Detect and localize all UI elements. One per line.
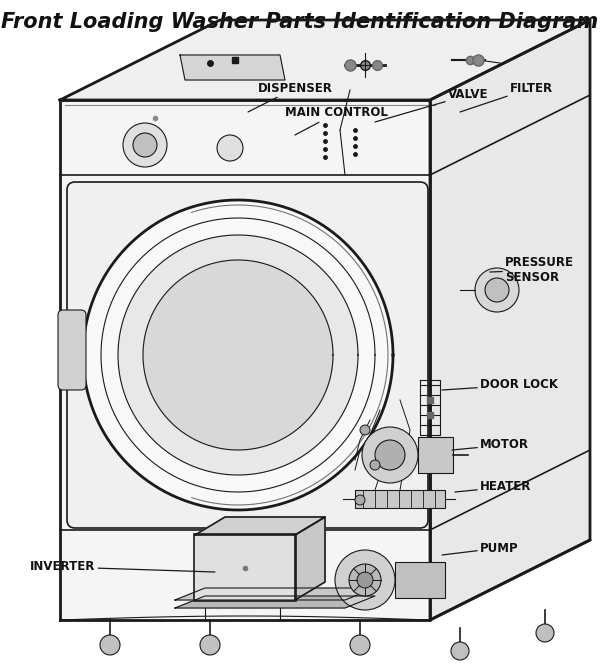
Circle shape (362, 427, 418, 483)
Text: MAIN CONTROL: MAIN CONTROL (285, 107, 388, 135)
Circle shape (375, 440, 405, 470)
Circle shape (133, 133, 157, 157)
Text: PUMP: PUMP (442, 542, 518, 555)
Circle shape (123, 123, 167, 167)
Circle shape (485, 278, 509, 302)
Polygon shape (118, 235, 358, 475)
Circle shape (335, 550, 395, 610)
FancyBboxPatch shape (194, 534, 296, 601)
Circle shape (350, 635, 370, 655)
FancyBboxPatch shape (58, 310, 86, 390)
Bar (355, 490, 445, 508)
Polygon shape (175, 588, 375, 600)
Text: HEATER: HEATER (455, 480, 532, 494)
FancyBboxPatch shape (67, 182, 428, 528)
Text: PRESSURE
SENSOR: PRESSURE SENSOR (490, 256, 574, 284)
Text: VALVE: VALVE (375, 89, 488, 122)
Polygon shape (60, 100, 430, 620)
Circle shape (475, 268, 519, 312)
Circle shape (200, 635, 220, 655)
Circle shape (357, 572, 373, 588)
Circle shape (349, 564, 381, 596)
Polygon shape (180, 55, 285, 80)
Circle shape (360, 425, 370, 435)
Polygon shape (295, 517, 325, 600)
Circle shape (370, 460, 380, 470)
Bar (395, 562, 445, 598)
Text: FILTER: FILTER (460, 81, 553, 112)
Text: MOTOR: MOTOR (452, 438, 529, 452)
Text: DOOR LOCK: DOOR LOCK (442, 378, 558, 392)
Text: DISPENSER: DISPENSER (248, 81, 333, 112)
Bar (418, 437, 453, 473)
Text: INVERTER: INVERTER (30, 560, 215, 574)
Circle shape (536, 624, 554, 642)
Text: Front Loading Washer Parts Identification Diagram: Front Loading Washer Parts Identificatio… (1, 12, 599, 32)
Polygon shape (60, 20, 590, 100)
Circle shape (451, 642, 469, 660)
Polygon shape (430, 20, 590, 620)
Circle shape (355, 495, 365, 505)
Polygon shape (143, 260, 333, 450)
Polygon shape (83, 200, 393, 510)
Circle shape (100, 635, 120, 655)
Polygon shape (175, 596, 375, 608)
Circle shape (217, 135, 243, 161)
Polygon shape (195, 517, 325, 535)
